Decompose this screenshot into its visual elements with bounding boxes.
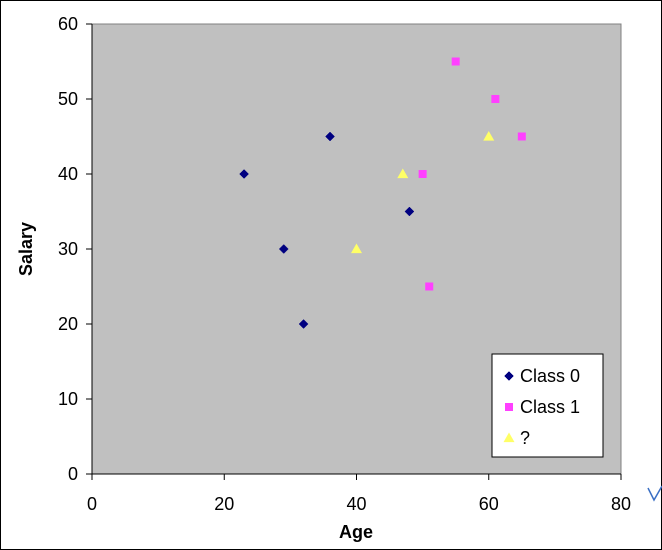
data-point: [404, 206, 415, 217]
legend-label: ?: [520, 428, 530, 448]
legend-marker: [504, 371, 514, 381]
y-axis-title: Salary: [16, 222, 36, 276]
x-axis-ticks: 0 20 40 60 80: [87, 474, 631, 514]
data-point: [239, 169, 249, 179]
x-axis-title: Age: [339, 522, 373, 542]
data-point: [483, 131, 495, 141]
data-point: [517, 132, 526, 141]
y-tick-label: 50: [58, 89, 78, 109]
data-point: [425, 282, 434, 291]
data-point: [325, 131, 335, 142]
legend-marker: [505, 403, 513, 411]
data-point: [298, 319, 309, 329]
data-points: [239, 57, 526, 329]
y-tick-label: 0: [68, 464, 78, 484]
legend-label: Class 0: [520, 366, 580, 386]
x-tick-label: 0: [87, 494, 97, 514]
legend-label: Class 1: [520, 397, 580, 417]
y-axis-ticks: 0 10 20 30 40 50 60: [58, 14, 92, 484]
data-point: [397, 168, 409, 179]
legend-marker: [503, 432, 515, 443]
data-point: [351, 243, 362, 254]
y-tick-label: 60: [58, 14, 78, 34]
y-tick-label: 30: [58, 239, 78, 259]
check-mark-icon: [647, 485, 662, 502]
data-point: [278, 244, 289, 254]
data-point: [418, 170, 427, 178]
data-point: [491, 95, 500, 103]
x-tick-label: 80: [611, 494, 631, 514]
y-tick-label: 20: [58, 314, 78, 334]
x-tick-label: 40: [346, 494, 366, 514]
y-tick-label: 10: [58, 389, 78, 409]
legend: Class 0 Class 1?: [491, 353, 604, 458]
data-point: [451, 57, 460, 66]
y-tick-label: 40: [58, 164, 78, 184]
x-tick-label: 20: [214, 494, 234, 514]
x-tick-label: 60: [479, 494, 499, 514]
